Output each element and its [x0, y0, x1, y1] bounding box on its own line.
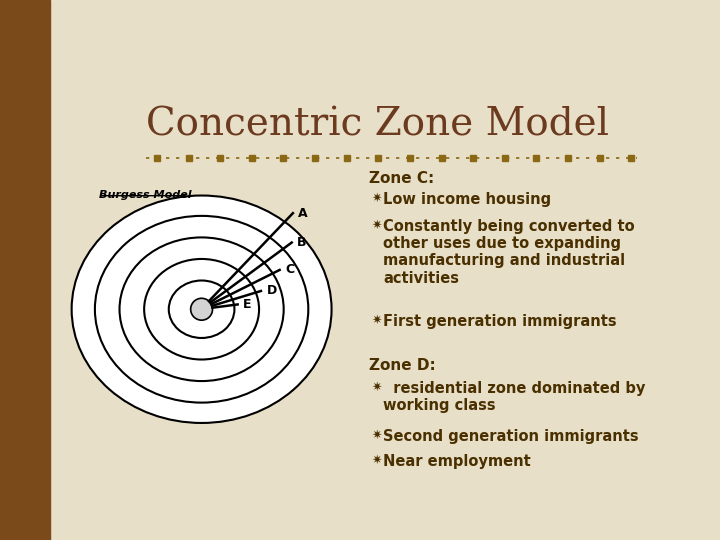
Text: E: E	[243, 298, 251, 311]
Text: ✷: ✷	[372, 314, 382, 327]
Ellipse shape	[120, 238, 284, 381]
Ellipse shape	[168, 280, 235, 338]
Text: ✷: ✷	[372, 192, 382, 205]
Text: A: A	[298, 207, 308, 220]
Text: Second generation immigrants: Second generation immigrants	[383, 429, 639, 444]
Text: Burgess Model: Burgess Model	[99, 190, 192, 200]
Text: Low income housing: Low income housing	[383, 192, 551, 207]
Text: ✷: ✷	[372, 219, 382, 232]
Text: Constantly being converted to
other uses due to expanding
manufacturing and indu: Constantly being converted to other uses…	[383, 219, 634, 286]
Ellipse shape	[95, 216, 308, 403]
Text: Zone D:: Zone D:	[369, 358, 436, 373]
Text: Concentric Zone Model: Concentric Zone Model	[145, 106, 609, 144]
Text: ✷: ✷	[372, 381, 382, 394]
Text: residential zone dominated by
working class: residential zone dominated by working cl…	[383, 381, 645, 413]
Text: ✷: ✷	[372, 429, 382, 442]
Text: B: B	[297, 236, 307, 249]
Ellipse shape	[144, 259, 259, 360]
Circle shape	[191, 298, 212, 320]
Text: C: C	[285, 264, 294, 276]
Ellipse shape	[71, 195, 331, 423]
Text: First generation immigrants: First generation immigrants	[383, 314, 616, 329]
Text: D: D	[266, 285, 276, 298]
Text: Near employment: Near employment	[383, 454, 531, 469]
Text: Zone C:: Zone C:	[369, 171, 434, 186]
Text: ✷: ✷	[372, 454, 382, 467]
